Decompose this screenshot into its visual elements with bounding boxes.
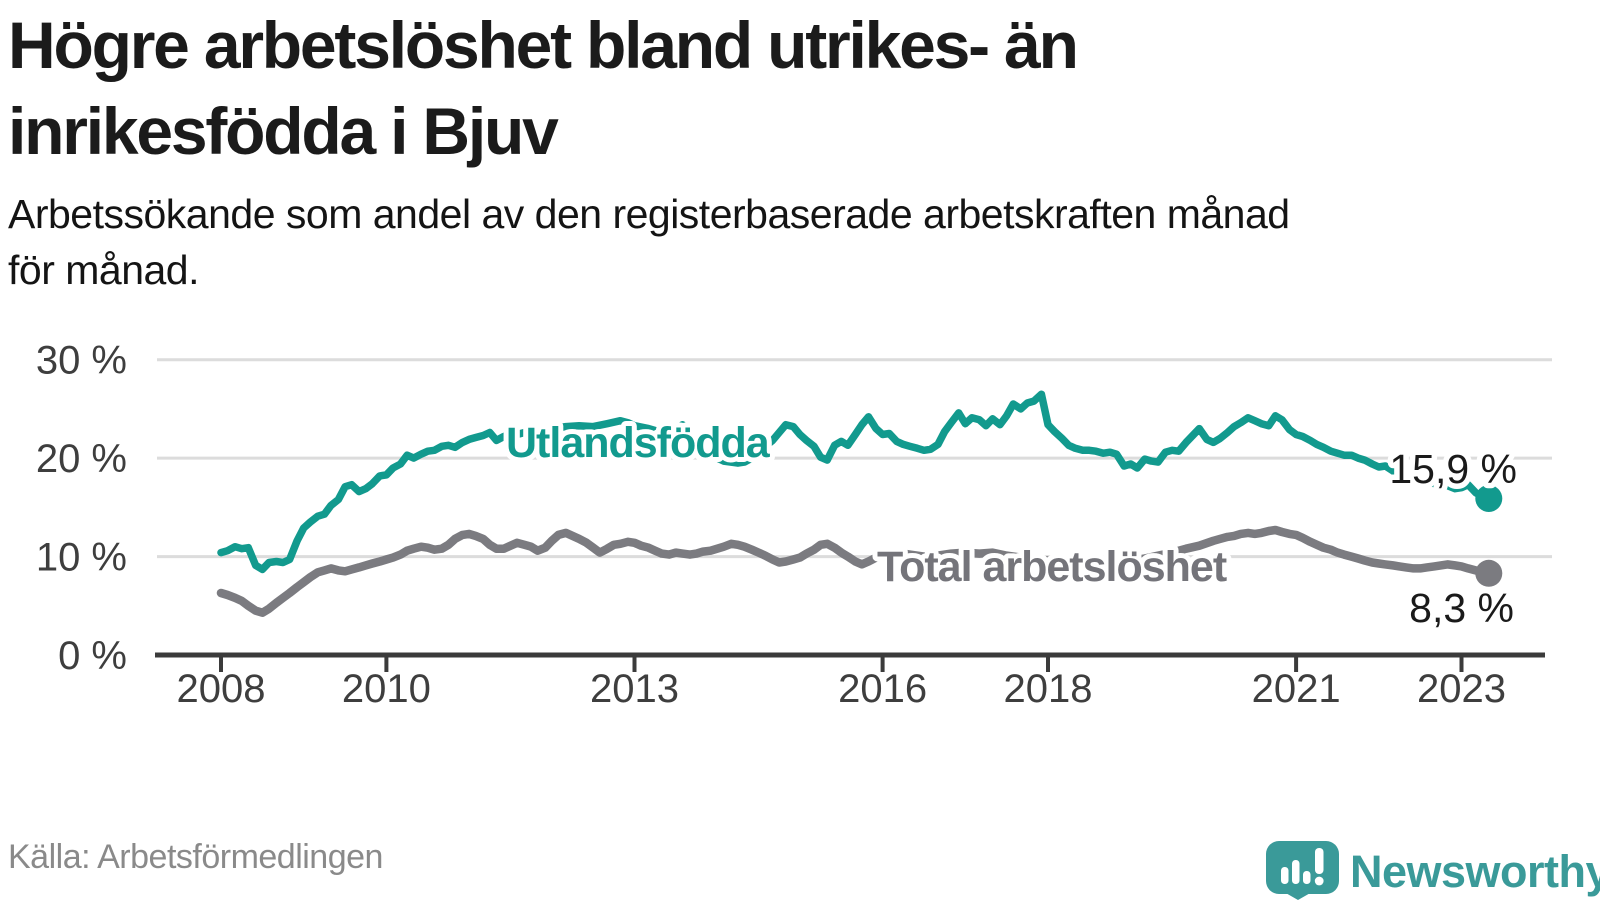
title-line-2: inrikesfödda i Bjuv bbox=[8, 94, 559, 168]
x-tick-label: 2016 bbox=[838, 667, 927, 711]
chart-subtitle: Arbetssökande som andel av den registerb… bbox=[8, 186, 1568, 298]
x-tick-label: 2010 bbox=[342, 667, 431, 711]
series-label-utlandsfodda: Utlandsfödda bbox=[506, 419, 771, 467]
series-line-utlandsfodda bbox=[217, 390, 1493, 574]
logo-exclamation-bar bbox=[1315, 848, 1324, 874]
y-tick-label: 10 % bbox=[36, 536, 127, 580]
series-end-dot-utlandsfodda bbox=[1475, 484, 1503, 512]
logo-bubble-tail bbox=[1284, 892, 1312, 900]
x-tick-label: 2013 bbox=[590, 667, 679, 711]
logo-bar-1 bbox=[1281, 867, 1289, 884]
logo-bar-2 bbox=[1292, 860, 1300, 884]
title-line-1: Högre arbetslöshet bland utrikes- än bbox=[8, 8, 1079, 82]
source-note: Källa: Arbetsförmedlingen bbox=[8, 838, 383, 876]
series-line-total bbox=[216, 525, 1494, 617]
x-tick-label: 2008 bbox=[177, 667, 266, 711]
x-tick-label: 2021 bbox=[1252, 667, 1341, 711]
end-value-label-total: 8,3 % bbox=[1409, 585, 1514, 631]
y-tick-label: 30 % bbox=[36, 339, 127, 383]
series-label-total: Total arbetslöshet bbox=[877, 543, 1227, 591]
logo-bar-3 bbox=[1303, 871, 1311, 884]
y-tick-label: 0 % bbox=[58, 634, 127, 678]
x-tick-label: 2023 bbox=[1417, 667, 1506, 711]
newsworthy-logo-icon bbox=[1266, 841, 1339, 900]
subtitle-line-2: för månad. bbox=[8, 247, 200, 293]
series-end-dot-total bbox=[1475, 559, 1503, 587]
logo-bubble bbox=[1266, 841, 1339, 894]
x-tick-label: 2018 bbox=[1004, 667, 1093, 711]
logo-exclamation-dot bbox=[1314, 876, 1324, 886]
page-title: Högre arbetslöshet bland utrikes- än inr… bbox=[8, 2, 1408, 174]
brand-wordmark: Newsworthy bbox=[1350, 846, 1600, 897]
subtitle-line-1: Arbetssökande som andel av den registerb… bbox=[8, 191, 1290, 237]
end-value-label-utlandsfodda: 15,9 % bbox=[1389, 446, 1517, 492]
y-tick-label: 20 % bbox=[36, 437, 127, 481]
